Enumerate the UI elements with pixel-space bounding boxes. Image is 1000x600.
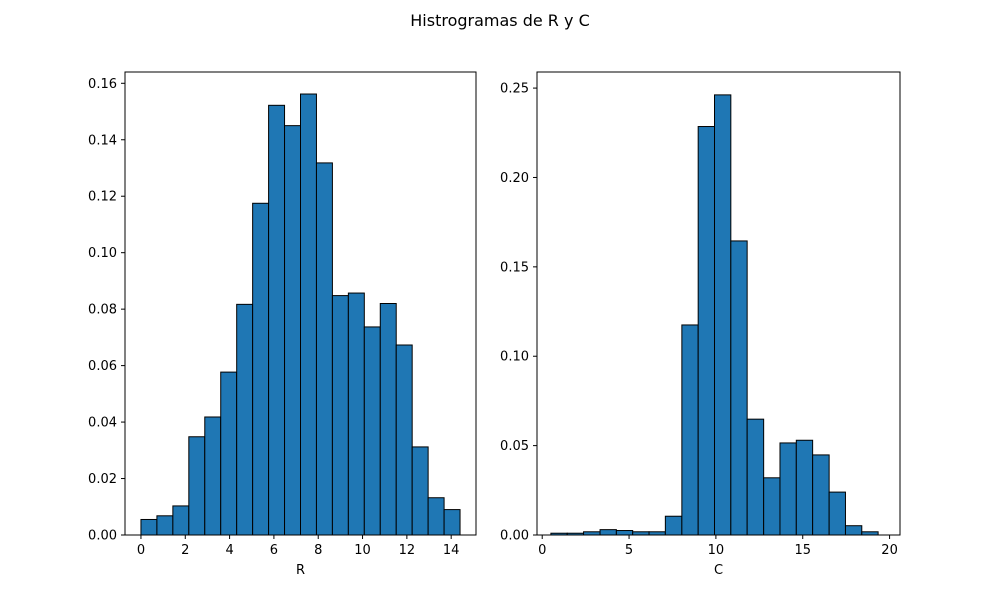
r-x-tick-label-1: 2 bbox=[181, 543, 189, 558]
c-histogram-bar-12 bbox=[746, 418, 765, 536]
c-histogram-bar-10 bbox=[714, 94, 732, 536]
c-x-tick-label-1: 5 bbox=[625, 543, 633, 558]
r-histogram-bar-16 bbox=[395, 344, 413, 536]
c-y-tick-label-5: 0.25 bbox=[500, 82, 529, 97]
histogram-c-panel: 0 5 10 15 20 0.00 0.05 0.10 0.15 0.20 0.25 C bbox=[500, 71, 901, 578]
r-x-tick-label-3: 6 bbox=[270, 543, 278, 558]
c-histogram-bar-18 bbox=[844, 525, 863, 536]
r-histogram-bar-15 bbox=[379, 303, 397, 536]
c-x-tick-label-0: 0 bbox=[538, 543, 546, 558]
r-axes-frame bbox=[124, 71, 477, 536]
c-y-tick-label-1: 0.05 bbox=[500, 439, 529, 454]
r-histogram-bar-0 bbox=[140, 518, 158, 536]
r-y-tick-label-7: 0.14 bbox=[88, 133, 117, 148]
c-histogram-bar-8 bbox=[681, 324, 699, 536]
r-y-tick-label-2: 0.04 bbox=[88, 416, 117, 431]
c-histogram-bar-7 bbox=[664, 515, 683, 536]
c-histogram-bar-16 bbox=[812, 454, 830, 536]
r-histogram-bar-8 bbox=[268, 104, 286, 536]
r-y-tick-label-1: 0.02 bbox=[88, 472, 117, 487]
r-histogram-bar-5 bbox=[220, 371, 238, 536]
c-x-tick-label-4: 20 bbox=[881, 543, 898, 558]
c-y-tick-label-0: 0.00 bbox=[500, 529, 529, 544]
r-histogram-bar-2 bbox=[172, 505, 190, 536]
r-histogram-bar-6 bbox=[236, 303, 254, 536]
r-y-tick-label-8: 0.16 bbox=[88, 77, 117, 92]
r-x-tick-label-4: 8 bbox=[314, 543, 322, 558]
r-histogram-bar-4 bbox=[204, 416, 222, 536]
r-histogram-bar-18 bbox=[427, 497, 445, 536]
c-histogram-bar-9 bbox=[697, 126, 716, 536]
r-x-tick-label-7: 14 bbox=[443, 543, 460, 558]
c-histogram-bar-15 bbox=[795, 439, 814, 536]
r-x-tick-label-6: 12 bbox=[399, 543, 416, 558]
c-histogram-bar-11 bbox=[730, 240, 748, 536]
c-x-tick-label-3: 15 bbox=[794, 543, 811, 558]
r-histogram-bar-1 bbox=[156, 515, 174, 536]
c-y-tick-label-4: 0.20 bbox=[500, 171, 529, 186]
r-histogram-bar-17 bbox=[411, 446, 429, 536]
r-histogram-bar-9 bbox=[284, 125, 301, 536]
r-x-tick-label-2: 4 bbox=[225, 543, 233, 558]
c-histogram-bar-4 bbox=[615, 530, 634, 536]
r-histogram-bar-12 bbox=[331, 295, 349, 536]
c-y-tick-label-2: 0.10 bbox=[500, 350, 529, 365]
c-histogram-bar-13 bbox=[763, 477, 781, 536]
r-histogram-bar-3 bbox=[188, 436, 206, 536]
r-y-tick-label-0: 0.00 bbox=[88, 529, 117, 544]
r-y-tick-label-4: 0.08 bbox=[88, 303, 117, 318]
r-histogram-bar-10 bbox=[300, 93, 317, 536]
r-histogram-bar-13 bbox=[347, 292, 365, 536]
c-histogram-bar-17 bbox=[828, 491, 846, 536]
r-histogram-bar-11 bbox=[315, 162, 333, 536]
r-histogram-bar-7 bbox=[252, 202, 270, 536]
c-histogram-bar-14 bbox=[779, 442, 797, 536]
r-histogram-bar-14 bbox=[363, 326, 381, 536]
r-x-tick-label-5: 10 bbox=[354, 543, 371, 558]
c-x-tick-label-2: 10 bbox=[708, 543, 725, 558]
r-x-tick-label-0: 0 bbox=[137, 543, 145, 558]
r-histogram-bar-19 bbox=[443, 509, 461, 536]
r-y-tick-label-6: 0.12 bbox=[88, 190, 117, 205]
r-x-axis-label: R bbox=[296, 563, 305, 578]
figure-title: Histrogramas de R y C bbox=[410, 11, 589, 30]
r-y-tick-label-3: 0.06 bbox=[88, 359, 117, 374]
histogram-r-panel: 0 2 4 6 8 10 12 14 0.00 0.02 0.04 0.06 0.08 0.10 0.12 0… bbox=[88, 71, 477, 578]
c-axes-frame bbox=[536, 71, 901, 536]
c-histogram-bar-3 bbox=[599, 529, 617, 536]
c-x-axis-label: C bbox=[714, 563, 723, 578]
c-y-tick-label-3: 0.15 bbox=[500, 260, 529, 275]
r-y-tick-label-5: 0.10 bbox=[88, 246, 117, 261]
